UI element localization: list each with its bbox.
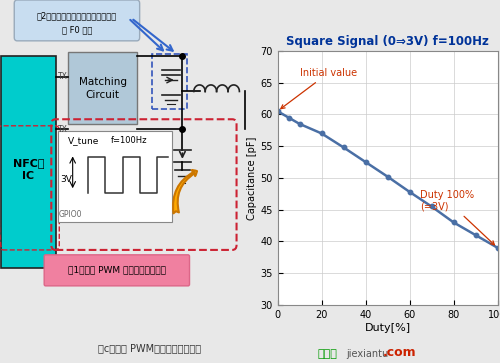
X-axis label: Duty[%]: Duty[%] <box>364 323 410 333</box>
Text: jiexiantu: jiexiantu <box>346 349 389 359</box>
FancyBboxPatch shape <box>44 255 190 286</box>
Text: Initial value: Initial value <box>281 68 356 109</box>
Text: GPIO0: GPIO0 <box>58 210 82 219</box>
Text: （c）使用 PWM方式调整静电容量: （c）使用 PWM方式调整静电容量 <box>98 343 202 353</box>
Text: .com: .com <box>383 346 417 359</box>
Text: TX: TX <box>58 125 68 134</box>
Text: 3V: 3V <box>60 175 72 184</box>
Text: NFC用
IC: NFC用 IC <box>13 158 44 182</box>
FancyBboxPatch shape <box>58 131 172 222</box>
Text: 现 F0 匹配: 现 F0 匹配 <box>62 25 92 34</box>
FancyBboxPatch shape <box>68 52 137 124</box>
FancyBboxPatch shape <box>2 56 56 268</box>
Text: f=100Hz: f=100Hz <box>111 136 148 145</box>
Text: （2）接收控制电压通过可变容量实: （2）接收控制电压通过可变容量实 <box>37 12 117 21</box>
Text: 接线图: 接线图 <box>318 349 338 359</box>
Text: （1）根据 PWM 方式生成控制电压: （1）根据 PWM 方式生成控制电压 <box>68 266 166 275</box>
Text: TX: TX <box>58 72 68 81</box>
Text: V_tune: V_tune <box>68 136 100 145</box>
Y-axis label: Capacitance [pF]: Capacitance [pF] <box>248 136 258 220</box>
Text: Matching
Circuit: Matching Circuit <box>78 77 126 100</box>
Text: Duty 100%
(=3V): Duty 100% (=3V) <box>420 190 494 245</box>
Title: Square Signal (0⇒3V) f=100Hz: Square Signal (0⇒3V) f=100Hz <box>286 35 489 48</box>
FancyBboxPatch shape <box>14 0 140 41</box>
